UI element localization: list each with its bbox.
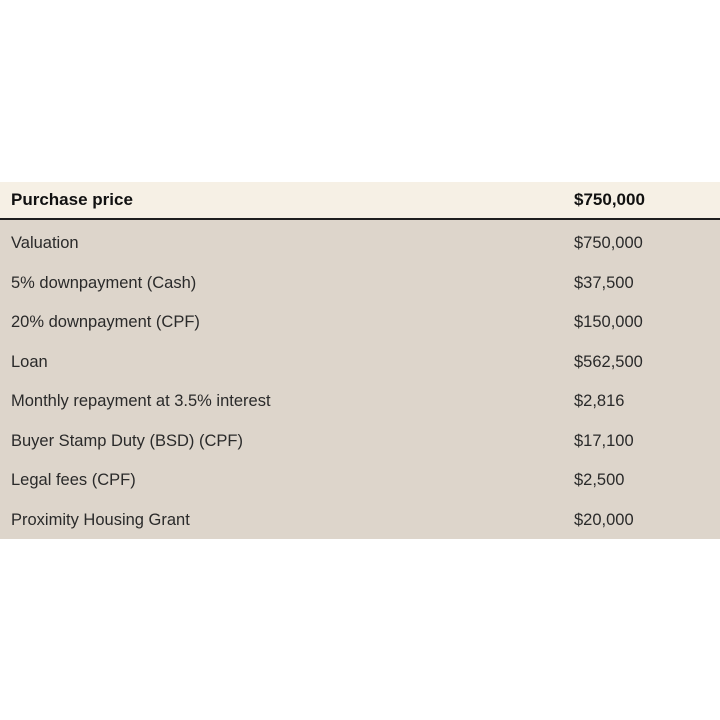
- row-value: $2,816: [574, 392, 625, 411]
- row-label: Legal fees (CPF): [11, 471, 136, 490]
- header-label: Purchase price: [11, 190, 133, 209]
- table-row: 5% downpayment (Cash) $37,500: [0, 264, 720, 304]
- row-value: $37,500: [574, 273, 634, 292]
- table-row: Buyer Stamp Duty (BSD) (CPF) $17,100: [0, 422, 720, 462]
- row-value: $2,500: [574, 471, 625, 490]
- row-value: $150,000: [574, 313, 643, 332]
- table-row: Legal fees (CPF) $2,500: [0, 461, 720, 501]
- row-label: Monthly repayment at 3.5% interest: [11, 392, 271, 411]
- row-label: 20% downpayment (CPF): [11, 313, 200, 332]
- row-label: 5% downpayment (Cash): [11, 273, 197, 292]
- header-value: $750,000: [574, 190, 645, 209]
- row-label: Buyer Stamp Duty (BSD) (CPF): [11, 431, 243, 450]
- table-row: Proximity Housing Grant $20,000: [0, 501, 720, 541]
- price-table: Purchase price $750,000 Valuation $750,00…: [0, 182, 720, 539]
- row-label: Loan: [11, 352, 48, 371]
- row-label: Proximity Housing Grant: [11, 510, 190, 529]
- row-value: $562,500: [574, 352, 643, 371]
- table-header-row: Purchase price $750,000: [0, 182, 720, 220]
- table-row: Monthly repayment at 3.5% interest $2,816: [0, 382, 720, 422]
- row-value: $750,000: [574, 234, 643, 253]
- table-row: Loan $562,500: [0, 343, 720, 383]
- row-label: Valuation: [11, 234, 79, 253]
- table-body: Valuation $750,000 5% downpayment (Cash) $…: [0, 220, 720, 539]
- row-value: $17,100: [574, 431, 634, 450]
- table-row: Valuation $750,000: [0, 224, 720, 264]
- table-row: 20% downpayment (CPF) $150,000: [0, 303, 720, 343]
- row-value: $20,000: [574, 510, 634, 529]
